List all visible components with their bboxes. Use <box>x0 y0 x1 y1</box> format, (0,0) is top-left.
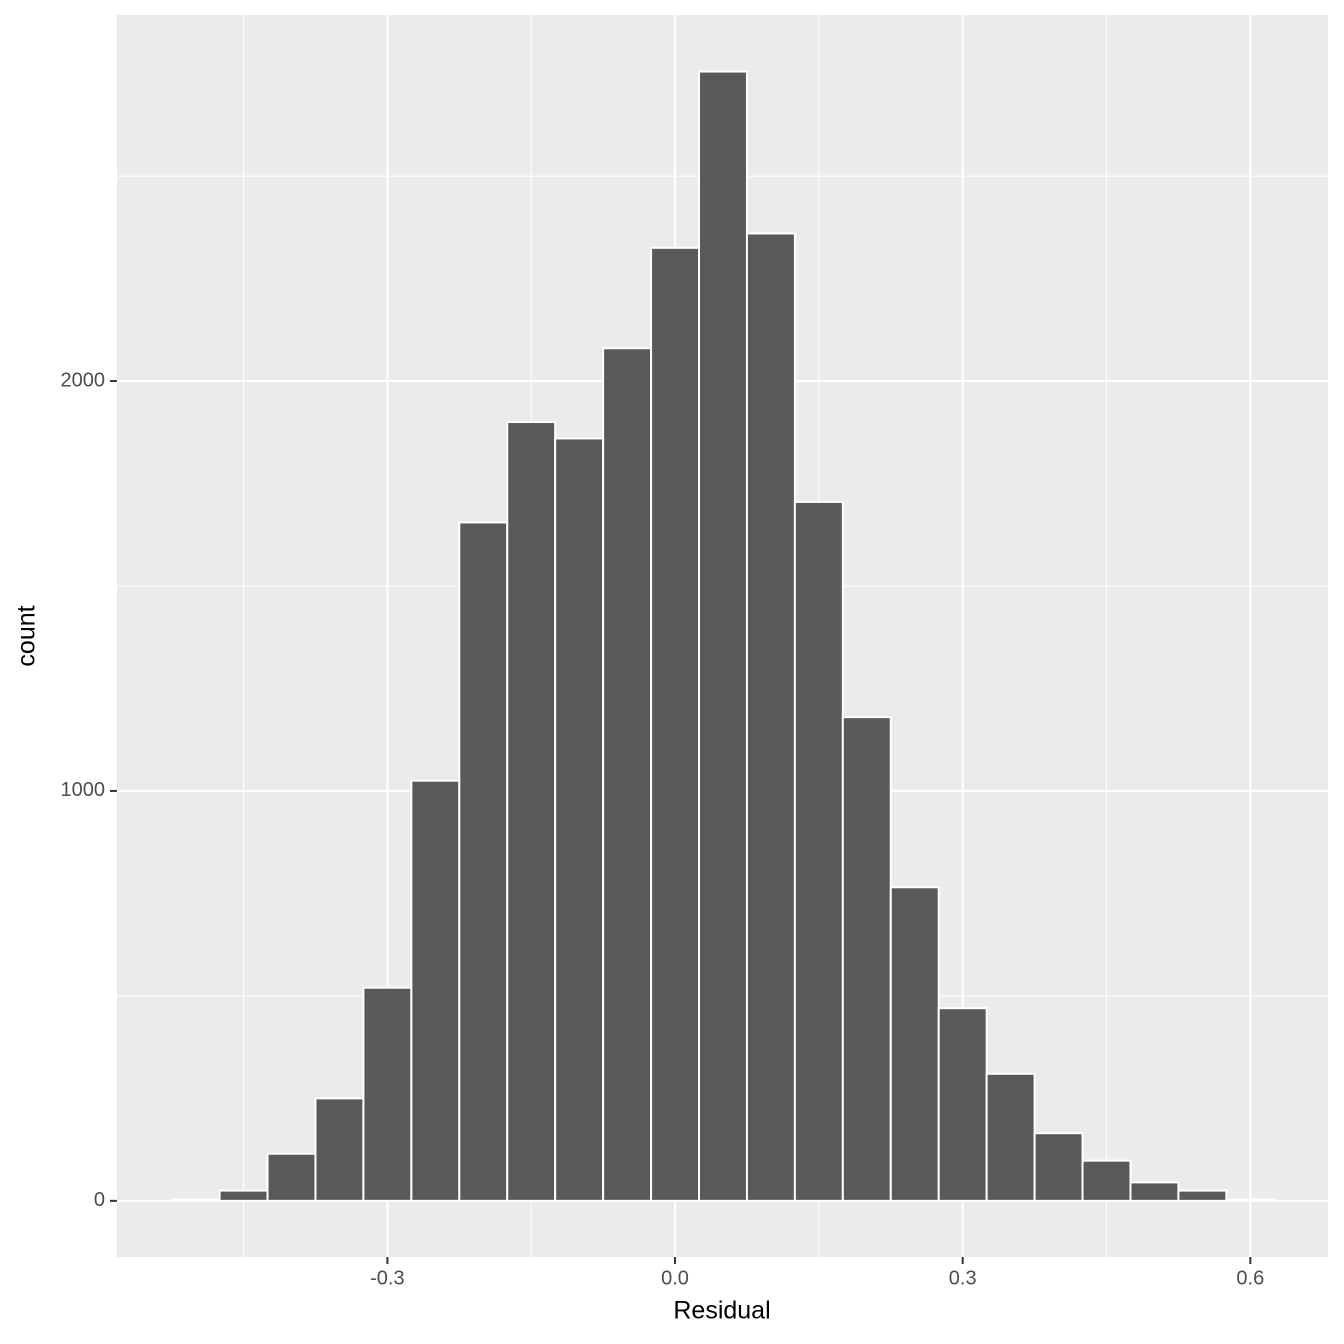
bar <box>793 500 844 1202</box>
bar <box>745 232 796 1202</box>
x-axis-title: Residual <box>673 1297 770 1325</box>
bar <box>698 70 748 1202</box>
bar <box>937 1007 988 1202</box>
bar <box>602 347 653 1202</box>
bar <box>554 437 605 1202</box>
x-tick-label: 0.3 <box>949 1267 977 1289</box>
bar <box>266 1152 317 1202</box>
bar <box>362 986 413 1202</box>
y-tick-label: 2000 <box>61 369 106 391</box>
bar <box>889 886 940 1202</box>
x-tick-label: -0.3 <box>370 1267 404 1289</box>
bar <box>218 1189 269 1202</box>
bar <box>1033 1132 1084 1202</box>
bar <box>458 521 509 1202</box>
bar <box>985 1072 1036 1202</box>
bar <box>506 421 557 1202</box>
y-tick-label: 0 <box>94 1189 105 1211</box>
bar <box>650 246 701 1202</box>
y-axis-title: count <box>13 605 41 666</box>
y-tick-label: 1000 <box>61 779 106 801</box>
x-tick-label: 0.0 <box>661 1267 689 1289</box>
bar <box>1081 1159 1132 1202</box>
x-tick-label: 0.6 <box>1236 1267 1264 1289</box>
bar <box>1225 1198 1276 1202</box>
bar <box>1129 1181 1180 1202</box>
bar <box>410 779 461 1202</box>
bar <box>1177 1189 1228 1202</box>
bar <box>841 716 892 1202</box>
bar <box>170 1198 221 1202</box>
bar <box>314 1097 365 1202</box>
